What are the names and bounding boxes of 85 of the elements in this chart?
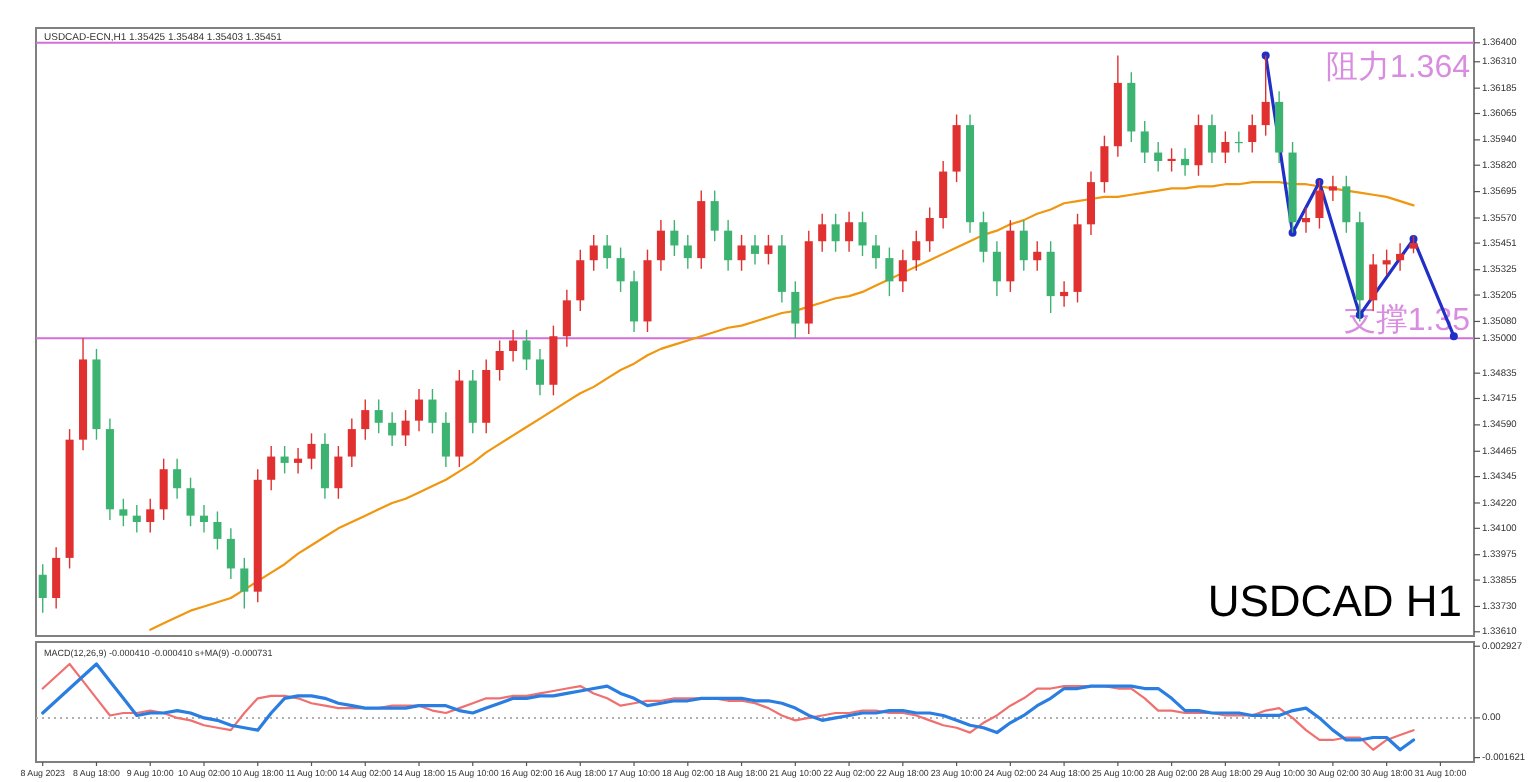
candlestick [898,248,907,293]
candlestick [818,213,827,253]
candlestick [320,432,329,500]
candlestick [1342,175,1351,234]
candlestick [1154,141,1163,173]
candlestick [52,546,61,610]
candlestick [374,398,383,435]
candlestick [132,504,141,534]
candlestick [334,445,343,500]
candlestick [616,246,625,293]
candlestick [307,432,316,470]
candlestick [683,234,692,270]
candlestick [1046,240,1055,314]
candlestick [603,234,612,270]
candlestick [1248,113,1257,154]
candlestick [1140,120,1149,164]
candlestick [1301,206,1311,234]
candlestick [1315,179,1324,230]
candlestick [388,411,397,447]
candlestick [347,417,356,468]
ref-line-label: 阻力1.364 [1325,48,1471,85]
candlestick [589,234,598,272]
candlestick [791,280,800,340]
candlestick [750,234,760,266]
candlestick [441,411,450,468]
candlestick [414,388,424,432]
candlestick [885,246,894,297]
candlestick [401,409,410,447]
candlestick [630,270,639,333]
candlestick [979,210,988,264]
candlestick [294,447,303,475]
candlestick [186,476,195,527]
candlestick [1060,280,1069,308]
candlestick [1261,54,1270,137]
candlestick [925,206,934,253]
candlestick [240,557,249,610]
candlestick [912,229,921,272]
candlestick [939,160,948,230]
candlestick [1100,134,1109,194]
point [1261,51,1270,60]
candlestick [522,329,531,371]
candlestick [267,445,276,492]
candlestick [737,234,746,272]
candlestick [428,388,437,435]
candlestick [535,348,544,397]
candlestick [1167,147,1176,173]
candlestick [1033,240,1042,272]
candlestick [173,457,182,500]
candlestick [777,234,786,304]
candlestick [576,248,585,312]
candlestick [1194,113,1203,177]
candlestick [1328,175,1337,202]
candlestick [562,289,571,348]
candlestick [509,329,518,363]
candlestick [670,219,679,257]
candlestick [1396,242,1405,272]
candlestick [992,240,1001,297]
candlestick [871,234,880,270]
candlestick [119,498,128,527]
candlestick [831,213,840,253]
candlestick [159,457,168,521]
candlestick [280,445,289,475]
candlestick [724,219,733,272]
candlestick [710,189,719,242]
candlestick [1181,147,1190,177]
candlestick [38,563,47,614]
candlestick [845,210,854,253]
point [1288,228,1297,237]
candlestick [1086,170,1096,236]
candlestick [146,498,155,534]
candlestick [1221,130,1230,164]
candlestick [1382,248,1391,276]
candlestick [213,510,222,551]
candlestick [858,210,867,257]
candlestick [1207,113,1216,164]
annotation: USDCAD H1 [1207,576,1462,626]
candlestick [468,369,477,435]
candlestick [495,339,504,382]
candlestick [764,234,773,266]
candlestick [199,504,209,534]
candlestick [361,398,370,441]
candlestick [656,219,665,272]
candlestick [226,527,235,580]
candlestick [1019,219,1028,272]
candlestick [952,113,961,183]
